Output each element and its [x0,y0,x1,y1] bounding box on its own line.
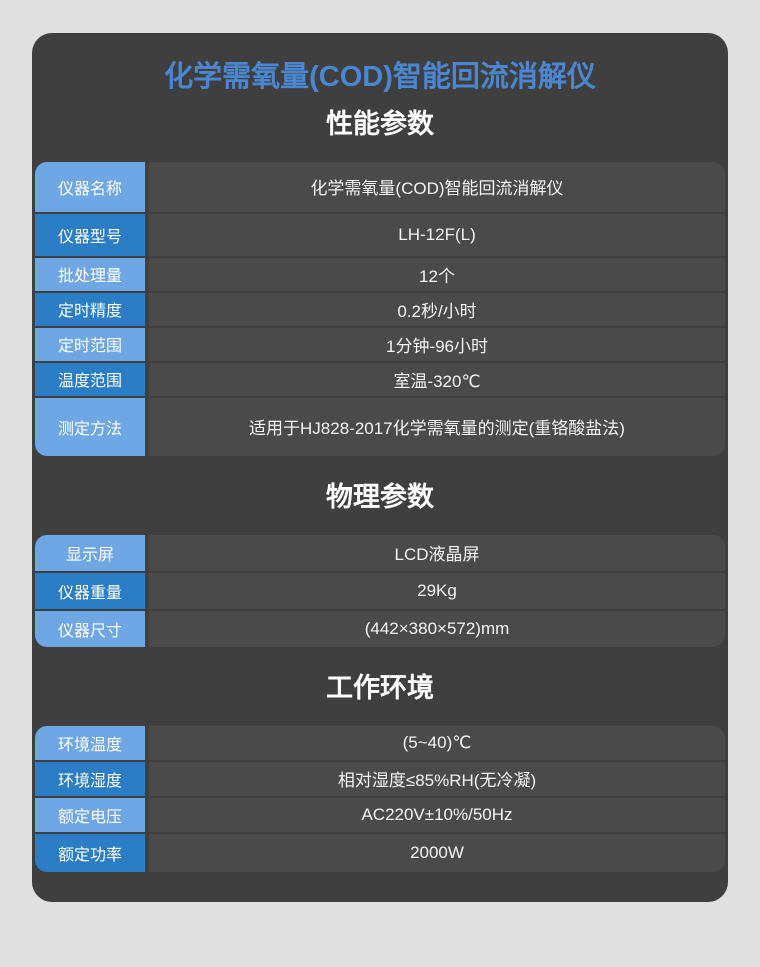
section-heading: 工作环境 [326,672,434,703]
spec-sections: 性能参数仪器名称 化学需氧量(COD)智能回流消解仪 仪器型号 LH-12F(L) 批处… [35,107,725,872]
spec-card: 化学需氧量(COD)智能回流消解仪 性能参数 仪器名称 化学需氧量(COD)智能回流… [32,33,728,902]
row-value: 29Kg [149,572,725,609]
row-label: 测定方法 [35,397,145,456]
row-value: 12个 [149,257,725,291]
row-value: 室温-320℃ [149,362,725,396]
table-row: 环境湿度 相对湿度≤85%RH(无冷凝) [35,761,725,796]
table-row: 定时精度 0.2秒/小时 [35,292,725,326]
table-row: 仪器尺寸 (442×380×572)mm [35,610,725,647]
row-label: 环境温度 [35,725,145,760]
row-label: 定时范围 [35,327,145,361]
table-row: 温度范围 室温-320℃ [35,362,725,396]
row-label: 额定功率 [35,833,145,872]
table-row: 额定电压 AC220V±10%/50Hz [35,797,725,832]
table-row: 仪器名称 化学需氧量(COD)智能回流消解仪 [35,161,725,212]
spec-table: 环境温度 (5~40)℃ 环境湿度 相对湿度≤85%RH(无冷凝) 额定电压 AC220V… [35,725,725,872]
row-label: 仪器重量 [35,572,145,609]
table-row: 额定功率 2000W [35,833,725,872]
row-value: LCD液晶屏 [149,534,725,571]
row-value: LH-12F(L) [149,213,725,256]
row-value: 适用于HJ828-2017化学需氧量的测定(重铬酸盐法) [149,397,725,456]
table-row: 批处理量 12个 [35,257,725,291]
row-value: AC220V±10%/50Hz [149,797,725,832]
row-label: 定时精度 [35,292,145,326]
row-value: 化学需氧量(COD)智能回流消解仪 [149,161,725,212]
row-label: 额定电压 [35,797,145,832]
table-row: 显示屏 LCD液晶屏 [35,534,725,571]
table-row: 测定方法 适用于HJ828-2017化学需氧量的测定(重铬酸盐法) [35,397,725,456]
table-row: 仪器型号 LH-12F(L) [35,213,725,256]
row-value: (442×380×572)mm [149,610,725,647]
row-value: 0.2秒/小时 [149,292,725,326]
row-label: 仪器名称 [35,161,145,212]
row-label: 仪器尺寸 [35,610,145,647]
row-value: 2000W [149,833,725,872]
row-value: 相对湿度≤85%RH(无冷凝) [149,761,725,796]
row-value: (5~40)℃ [149,725,725,760]
row-label: 批处理量 [35,257,145,291]
section-heading: 性能参数 [326,108,434,139]
spec-table: 仪器名称 化学需氧量(COD)智能回流消解仪 仪器型号 LH-12F(L) 批处理量 12… [35,161,725,456]
spec-section: 工作环境环境温度 (5~40)℃ 环境湿度 相对湿度≤85%RH(无冷凝) 额定电压 AC… [35,671,725,872]
row-label: 仪器型号 [35,213,145,256]
spec-section: 性能参数仪器名称 化学需氧量(COD)智能回流消解仪 仪器型号 LH-12F(L) 批处… [35,107,725,456]
spec-section: 物理参数显示屏 LCD液晶屏 仪器重量 29Kg 仪器尺寸 (442×380×572)mm [35,480,725,647]
row-label: 显示屏 [35,534,145,571]
table-row: 定时范围 1分钟-96小时 [35,327,725,361]
row-value: 1分钟-96小时 [149,327,725,361]
row-label: 环境湿度 [35,761,145,796]
table-row: 仪器重量 29Kg [35,572,725,609]
spec-table: 显示屏 LCD液晶屏 仪器重量 29Kg 仪器尺寸 (442×380×572)mm [35,534,725,647]
product-title: 化学需氧量(COD)智能回流消解仪 [164,61,596,93]
row-label: 温度范围 [35,362,145,396]
section-heading: 物理参数 [326,481,434,512]
table-row: 环境温度 (5~40)℃ [35,725,725,760]
